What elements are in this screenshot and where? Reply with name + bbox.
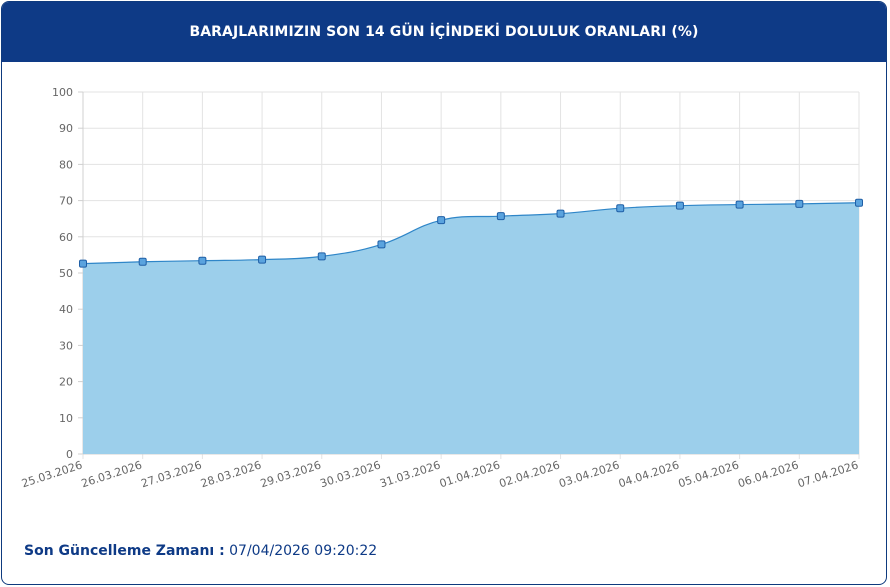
y-tick-label: 40 [59, 303, 73, 316]
chart-title: BARAJLARIMIZIN SON 14 GÜN İÇİNDEKİ DOLUL… [189, 24, 699, 40]
y-tick-label: 90 [59, 122, 73, 135]
x-tick-label: 04.04.2026 [617, 458, 681, 490]
y-tick-label: 60 [59, 231, 73, 244]
x-tick-label: 25.03.2026 [20, 458, 84, 490]
chart-area: 0 10 20 30 40 50 60 70 80 90 100 25.03.2026 26.03.20… [2, 62, 886, 512]
y-tick-label: 0 [66, 448, 73, 461]
x-tick-label: 28.03.2026 [199, 458, 263, 490]
data-point [855, 198, 863, 207]
x-tick-label: 02.04.2026 [498, 458, 562, 490]
y-tick-label: 70 [59, 195, 73, 208]
x-tick-label: 06.04.2026 [736, 458, 800, 490]
x-tick-label: 31.03.2026 [378, 458, 442, 490]
x-tick-label: 29.03.2026 [259, 458, 323, 490]
x-tick-label: 07.04.2026 [796, 458, 860, 490]
last-updated-label: Son Güncelleme Zamanı : [24, 543, 225, 559]
data-point [616, 204, 625, 213]
data-point [437, 216, 446, 225]
data-point [556, 209, 565, 218]
data-point [258, 255, 267, 264]
data-point [138, 257, 147, 266]
y-tick-label: 10 [59, 412, 73, 425]
data-point [735, 200, 744, 209]
x-tick-label: 05.04.2026 [677, 458, 741, 490]
x-tick-label: 27.03.2026 [139, 458, 203, 490]
last-updated-value: 07/04/2026 09:20:22 [229, 543, 378, 559]
data-point [317, 252, 326, 261]
y-tick-label: 20 [59, 376, 73, 389]
y-tick-label: 80 [59, 158, 73, 171]
data-point [198, 256, 207, 265]
area-fill [83, 202, 859, 454]
data-point [377, 240, 386, 249]
x-tick-label: 30.03.2026 [318, 458, 382, 490]
x-tick-label: 26.03.2026 [80, 458, 144, 490]
data-point [496, 212, 505, 221]
y-tick-label: 100 [52, 86, 73, 99]
x-tick-label: 01.04.2026 [438, 458, 502, 490]
area-chart: 0 10 20 30 40 50 60 70 80 90 100 25.03.202626.03.20… [20, 86, 863, 490]
y-tick-label: 50 [59, 267, 73, 280]
y-tick-label: 30 [59, 339, 73, 352]
chart-header: BARAJLARIMIZIN SON 14 GÜN İÇİNDEKİ DOLUL… [2, 2, 886, 62]
last-updated: Son Güncelleme Zamanı : 07/04/2026 09:20… [24, 543, 377, 559]
x-tick-label: 03.04.2026 [557, 458, 621, 490]
data-point [795, 199, 804, 208]
data-point [79, 259, 87, 268]
series-line [82, 202, 860, 265]
data-point [675, 201, 684, 210]
